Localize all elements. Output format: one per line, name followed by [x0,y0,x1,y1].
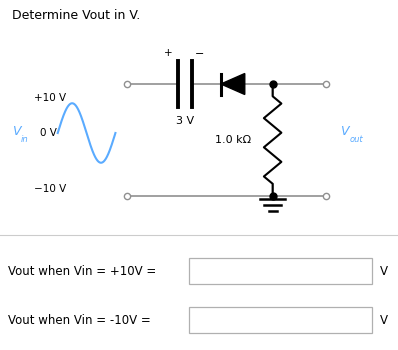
Text: Determine Vout in V.: Determine Vout in V. [12,9,140,22]
FancyBboxPatch shape [189,307,372,333]
Text: −: − [195,49,204,60]
Polygon shape [221,74,245,95]
Text: in: in [21,135,29,144]
Text: 3 V: 3 V [176,116,194,126]
Text: 0 V: 0 V [40,128,57,138]
Text: Vout when Vin = -10V =: Vout when Vin = -10V = [8,314,151,327]
Text: V: V [340,125,349,138]
FancyBboxPatch shape [189,258,372,284]
Text: V: V [380,314,388,327]
Text: 1.0 kΩ: 1.0 kΩ [215,135,251,145]
Text: V: V [12,125,20,138]
Text: +10 V: +10 V [34,93,66,103]
Text: Vout when Vin = +10V =: Vout when Vin = +10V = [8,265,156,278]
Text: V: V [380,265,388,278]
Text: −10 V: −10 V [34,184,66,194]
Text: out: out [349,135,363,144]
Text: +: + [164,48,172,58]
